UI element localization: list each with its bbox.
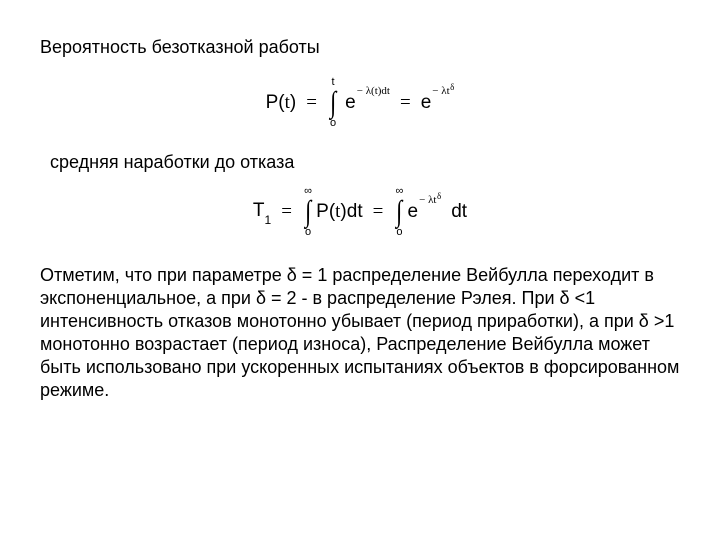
- equals-2: =: [396, 92, 415, 114]
- integral-2: ∞ ∫ o: [304, 186, 312, 238]
- integral-3-lower: o: [396, 227, 402, 238]
- e-sup-2-prefix: − λt: [432, 85, 449, 97]
- P-open: P(: [316, 201, 335, 222]
- exp-result: e − λtδ: [421, 92, 455, 114]
- integral-sign-icon: ∫: [330, 88, 336, 118]
- page: Вероятность безотказной работы P(t) = t …: [0, 0, 720, 540]
- e-base-1: e: [345, 92, 356, 114]
- e-sup-3: − λtδ: [418, 195, 441, 206]
- formula-t1: T1 = ∞ ∫ o P(t)dt = ∞ ∫ o e − λtδ: [253, 186, 467, 238]
- integral-sign-icon: ∫: [305, 197, 311, 227]
- e-sup-1: − λ(t)dt: [356, 86, 390, 97]
- e-sup-3-prefix: − λt: [419, 194, 436, 206]
- heading-mttf: средняя наработки до отказа: [40, 151, 680, 174]
- formula-p-of-t: P(t) = t ∫ o e − λ(t)dt = e − λtδ: [266, 77, 455, 129]
- e-base-2: e: [421, 92, 432, 114]
- formula-t1-container: T1 = ∞ ∫ o P(t)dt = ∞ ∫ o e − λtδ: [40, 186, 680, 238]
- lhs: P(t): [266, 92, 297, 114]
- heading-reliability: Вероятность безотказной работы: [40, 36, 680, 59]
- e-sup-3-delta: δ: [436, 191, 441, 201]
- T-sub: 1: [265, 213, 272, 227]
- lhs-T1: T1: [253, 200, 271, 224]
- integral-3: ∞ ∫ o: [395, 186, 403, 238]
- e-sup-2-delta: δ: [450, 82, 455, 92]
- integrand-exp: e − λtδ: [408, 201, 442, 223]
- exp-integrand: e − λ(t)dt: [345, 92, 390, 114]
- integral-1-lower: o: [330, 118, 336, 129]
- e-sup-2: − λtδ: [431, 86, 454, 97]
- integral-sign-icon: ∫: [396, 197, 402, 227]
- e-base-3: e: [408, 201, 419, 223]
- T: T: [253, 200, 265, 221]
- trailing-dt: dt: [447, 201, 467, 223]
- formula-p-of-t-container: P(t) = t ∫ o e − λ(t)dt = e − λtδ: [40, 77, 680, 129]
- P-close-dt: )dt: [340, 201, 362, 222]
- equals-1: =: [302, 92, 321, 114]
- integrand-P: P(t)dt: [316, 201, 362, 223]
- equals-4: =: [369, 201, 388, 223]
- integral-2-lower: o: [305, 227, 311, 238]
- lhs-P: P(: [266, 92, 285, 113]
- lhs-close: ): [290, 92, 296, 113]
- equals-3: =: [277, 201, 296, 223]
- integral-1: t ∫ o: [329, 77, 337, 129]
- body-paragraph: Отметим, что при параметре δ = 1 распред…: [40, 264, 680, 402]
